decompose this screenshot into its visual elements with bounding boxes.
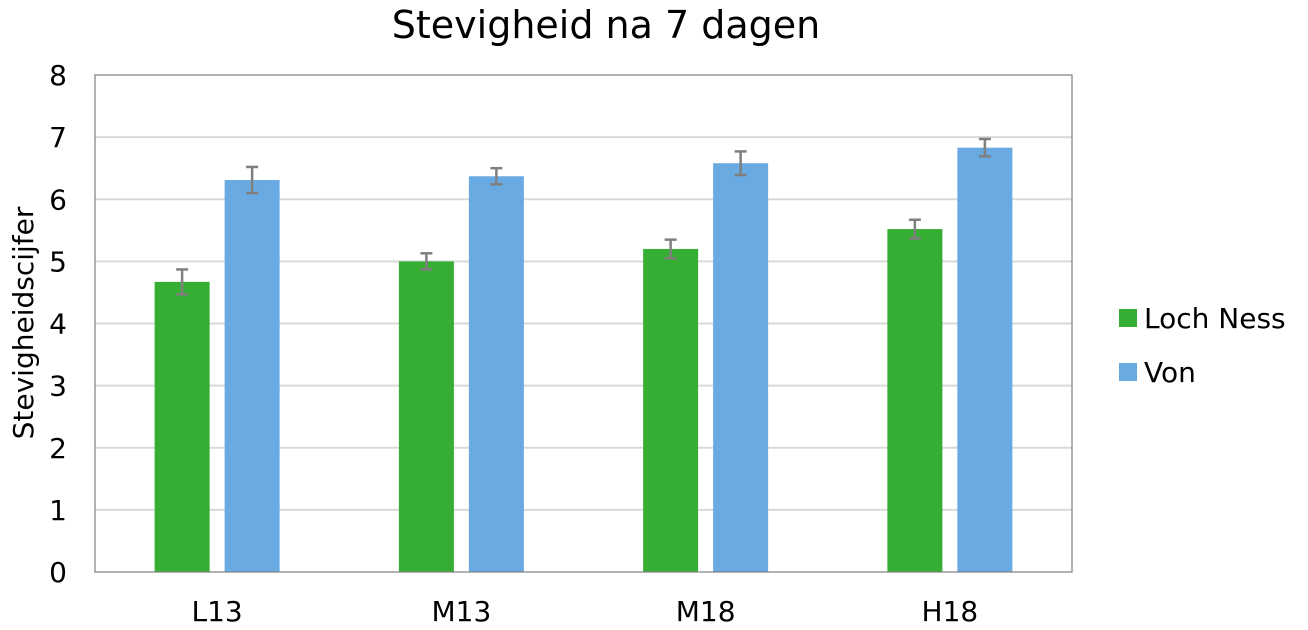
- chart-title: Stevigheid na 7 dagen: [392, 3, 820, 47]
- y-tick-label: 4: [49, 308, 67, 341]
- y-tick-label: 7: [49, 121, 67, 154]
- y-tick-label: 6: [49, 183, 67, 216]
- y-axis-label: Stevigheidscijfer: [7, 206, 40, 439]
- bar-von: [957, 147, 1013, 572]
- x-tick-label: L13: [192, 595, 243, 628]
- bar-von: [468, 176, 524, 573]
- bar-loch-ness: [398, 261, 454, 572]
- y-tick-label: 5: [49, 245, 67, 278]
- bar-loch-ness: [643, 248, 699, 572]
- legend-swatch: [1119, 363, 1137, 381]
- y-tick-label: 8: [49, 59, 67, 92]
- bar-loch-ness: [154, 281, 210, 572]
- error-bars: [176, 137, 991, 296]
- y-tick-label: 2: [49, 432, 67, 465]
- x-tick-label: H18: [922, 595, 979, 628]
- x-tick-label: M18: [676, 595, 736, 628]
- bar-loch-ness: [887, 229, 943, 572]
- y-tick-label: 3: [49, 370, 67, 403]
- y-axis-ticks: 0 1 2 3 4 5 6 7 8: [49, 59, 67, 589]
- legend-label: Loch Ness: [1144, 302, 1286, 335]
- bar-von: [713, 163, 769, 572]
- y-tick-label: 1: [49, 494, 67, 527]
- plot-area-frame: [94, 74, 1073, 573]
- bars: [154, 147, 1013, 573]
- legend-swatch: [1119, 309, 1137, 327]
- bar-von: [224, 179, 280, 572]
- x-tick-label: M13: [431, 595, 491, 628]
- y-tick-label: 0: [49, 556, 67, 589]
- legend: Loch Ness Von: [1119, 302, 1286, 389]
- x-axis-ticks: L13 M13 M18 H18: [192, 595, 979, 628]
- legend-label: Von: [1144, 356, 1196, 389]
